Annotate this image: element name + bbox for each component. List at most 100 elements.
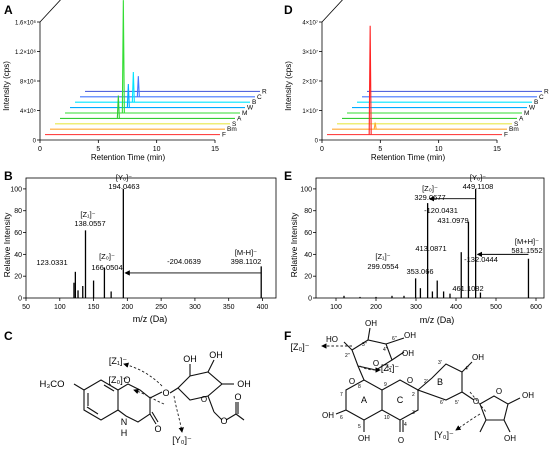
- y-tick-label: 0: [315, 139, 319, 145]
- xlabel-a: Retention Time (min): [91, 153, 166, 162]
- y-tick-label: 1×10⁷: [302, 108, 318, 115]
- x-tick-label: 150: [88, 304, 100, 311]
- xlabel-d: Retention Time (min): [371, 153, 446, 162]
- x-tick-label: 400: [450, 304, 462, 311]
- label-e-z0-mz: 329.0677: [414, 193, 445, 202]
- y-tick-label: 80: [304, 208, 312, 215]
- trace-label: W: [529, 105, 536, 112]
- position-number: 2: [412, 392, 415, 398]
- fragment-arrow-z1: [123, 362, 163, 387]
- x-tick-label: 0: [320, 146, 324, 153]
- depth-axis: [321, 0, 343, 23]
- oh-bond: [367, 327, 371, 341]
- y-tick-label: 1.2×10⁶: [15, 49, 37, 56]
- label-b-mh-tag: [M-H]⁻: [235, 248, 257, 257]
- trace-label: S: [232, 121, 237, 128]
- trace-label: F: [222, 132, 226, 139]
- plot-area-b: 50 100 150 200 250 300 350 400 0 20 40 60 80 100: [10, 177, 277, 311]
- x-tick-label: 200: [370, 304, 382, 311]
- position-number: 6': [440, 400, 444, 406]
- ring-a-label: A: [361, 395, 367, 405]
- label-b-z1-tag: [Z₁]⁻: [80, 210, 95, 219]
- ring-c: [381, 379, 419, 421]
- ch2oh-bond: [385, 337, 405, 345]
- ch2oh-bond: [507, 397, 521, 405]
- apiose-ring: [479, 395, 509, 421]
- x-tick-label: 400: [257, 304, 269, 311]
- oh-bond: [479, 419, 487, 433]
- panel-c-structure: C O O N H H₃CO O OH OH OH O O O: [4, 329, 251, 445]
- xlabel-b: m/z (Da): [133, 314, 168, 324]
- position-number: 9: [384, 382, 387, 388]
- position-number: 4': [465, 366, 469, 372]
- y-tick-label: 20: [304, 274, 312, 281]
- trace-peak: [121, 0, 125, 114]
- oh-bond: [391, 351, 405, 361]
- label-b-y0-mz: 194.0463: [108, 182, 139, 191]
- oh-bond: [207, 359, 215, 373]
- glycosidic-o-label: O: [162, 388, 169, 398]
- ylabel-b: Relative Intensity: [2, 212, 12, 277]
- position-number: 8: [358, 384, 361, 390]
- x-tick-label: 350: [223, 304, 235, 311]
- x-tick-label: 100: [54, 304, 66, 311]
- carbonyl-bond: [149, 413, 157, 425]
- oh-bond: [503, 419, 511, 433]
- ylabel-e: Relative Intensity: [289, 212, 299, 277]
- xlabel-e: m/z (Da): [420, 315, 455, 325]
- label-c-z0: [Z₀]⁻: [109, 375, 128, 385]
- y-tick-label: 0: [18, 296, 22, 303]
- y-tick-label: 80: [14, 208, 22, 215]
- y-tick-label: 40: [304, 252, 312, 259]
- x-tick-label: 200: [122, 304, 134, 311]
- fragment-arrow-z1: [359, 365, 381, 373]
- x-tick-label: 10: [435, 146, 443, 153]
- label-c-y0: [Y₀]⁻: [172, 435, 192, 445]
- oxazine-ring: [117, 383, 151, 423]
- ester-o-label: O: [234, 392, 241, 402]
- label-b-z0-tag: [Z₀]⁻: [99, 252, 115, 261]
- y-tick-label: 1.6×10⁶: [15, 20, 37, 27]
- oh-label: OH: [404, 331, 416, 340]
- position-number: 3': [438, 360, 442, 366]
- trace-label: B: [534, 99, 538, 106]
- label-c-z1: [Z₁]⁻: [109, 356, 128, 366]
- y-tick-label: 4×10⁷: [302, 20, 318, 27]
- label-b-z1-mz: 138.0557: [74, 219, 105, 228]
- trace-peak: [368, 25, 372, 135]
- panel-label-c: C: [4, 329, 13, 343]
- x-tick-label: 300: [410, 304, 422, 311]
- y-tick-label: 3×10⁷: [302, 49, 318, 56]
- fragment-arrow-y0: [173, 395, 184, 433]
- position-number: 3: [412, 410, 415, 416]
- label-b-y0-tag: [Y₀]⁻: [116, 173, 132, 182]
- panel-d: D Intensity (cps) Retention Time (min) 0…: [284, 0, 549, 162]
- x-tick-label: 50: [22, 304, 30, 311]
- oh-label: OH: [237, 379, 251, 389]
- glycosidic-bond: [149, 391, 163, 399]
- oh-bond: [335, 409, 347, 415]
- position-number: 5'': [387, 366, 392, 372]
- label-e-y0-tag: [Y₀]⁻: [470, 173, 486, 182]
- panel-f-structure: F O O O O O O HO OH OH OH OH: [284, 319, 534, 445]
- ring-o-label: O: [349, 377, 355, 386]
- ring-o-label: O: [407, 376, 413, 385]
- position-number: 4: [404, 422, 407, 428]
- trace-label: W: [247, 105, 254, 112]
- oh-bond: [343, 341, 353, 351]
- y-tick-label: 40: [14, 252, 22, 259]
- label-e-mh-tag: [M+H]⁻: [515, 237, 539, 246]
- h-label: H: [121, 428, 128, 438]
- position-number: 3'': [362, 342, 367, 348]
- carbonyl-bond: [151, 411, 159, 423]
- label-e-431: 431.0979: [437, 216, 468, 225]
- position-number: 4'': [383, 347, 388, 353]
- oh-label: OH: [365, 319, 377, 328]
- y-tick-label: 20: [14, 274, 22, 281]
- ylabel-a: Intensity (cps): [2, 61, 11, 111]
- oh-label: OH: [322, 411, 334, 420]
- trace-label: C: [257, 94, 262, 101]
- position-number: 2': [424, 379, 428, 385]
- c1-bond: [169, 387, 179, 394]
- label-b-loss: -204.0639: [167, 257, 201, 266]
